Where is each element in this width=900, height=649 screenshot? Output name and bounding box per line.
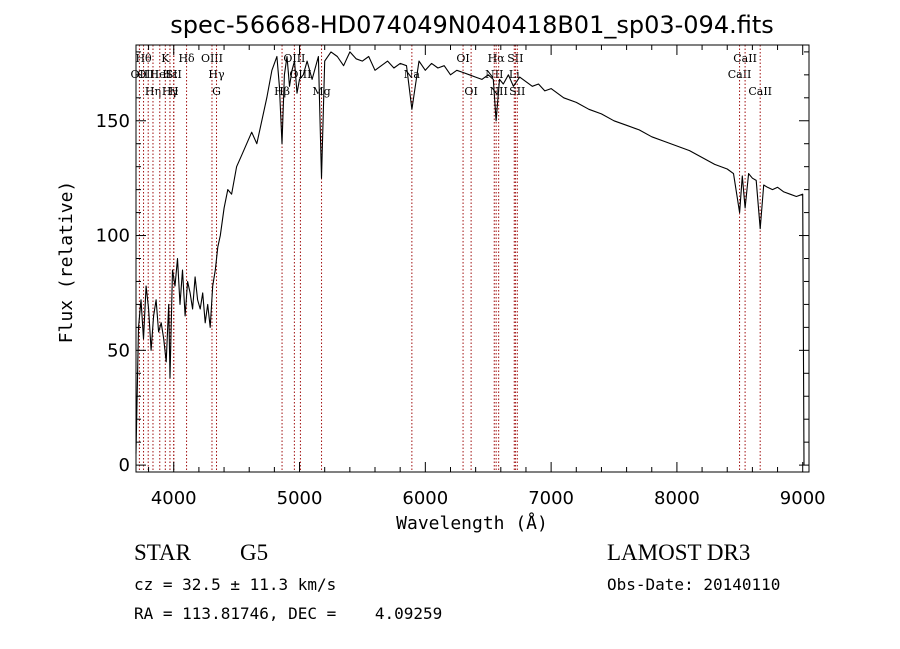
line-label: Hθ <box>135 52 152 65</box>
line-label: Hβ <box>274 85 290 98</box>
y-axis-label: Flux (relative) <box>56 181 77 344</box>
line-label: OIII <box>201 52 223 65</box>
line-label: OIII <box>283 52 305 65</box>
survey-name: LAMOST DR3 <box>607 540 751 565</box>
line-label: CaII <box>748 85 772 98</box>
flux-series <box>135 51 805 466</box>
observation-date: Obs-Date: 20140110 <box>607 575 781 594</box>
sky-coordinates: RA = 113.81746, DEC = 4.09259 <box>134 604 443 623</box>
line-label: OI <box>464 85 477 98</box>
chart-title: spec-56668-HD074049N040418B01_sp03-094.f… <box>170 11 774 39</box>
y-tick-label: 50 <box>107 340 130 361</box>
line-label: Mg <box>312 85 330 98</box>
x-tick-label: 6000 <box>402 488 448 509</box>
line-label: Hη <box>145 85 161 98</box>
x-tick-label: 7000 <box>528 488 574 509</box>
line-label: H <box>169 85 179 98</box>
line-label: SII <box>507 52 523 65</box>
redshift-velocity: cz = 32.5 ± 11.3 km/s <box>134 575 337 594</box>
line-label: Hγ <box>162 85 179 98</box>
flux-line <box>135 51 805 466</box>
x-tick-label: 8000 <box>654 488 700 509</box>
plot-frame <box>135 44 810 473</box>
line-label: Hα <box>488 52 506 65</box>
y-tick-label: 150 <box>96 111 130 132</box>
line-label: SII <box>509 85 525 98</box>
line-label: K <box>161 52 170 65</box>
y-tick-label: 100 <box>96 226 130 247</box>
line-label: CaII <box>728 68 752 81</box>
x-tick-label: 5000 <box>277 488 323 509</box>
line-label: OIII <box>137 68 159 81</box>
line-label: OI <box>456 52 469 65</box>
object-subclass: G5 <box>240 540 269 565</box>
x-tick-label: 4000 <box>151 488 197 509</box>
line-label: CaII <box>733 52 757 65</box>
x-axis-label: Wavelength (Å) <box>396 512 548 534</box>
axis-ticks: 4000 5000 6000 7000 8000 9000 0 50 100 150 <box>96 45 826 509</box>
line-label: Hδ <box>178 52 195 65</box>
object-class: STAR <box>134 540 191 565</box>
line-label: G <box>212 85 221 98</box>
x-tick-label: 9000 <box>780 488 826 509</box>
line-label: Li <box>509 68 520 81</box>
y-tick-label: 0 <box>119 455 130 476</box>
